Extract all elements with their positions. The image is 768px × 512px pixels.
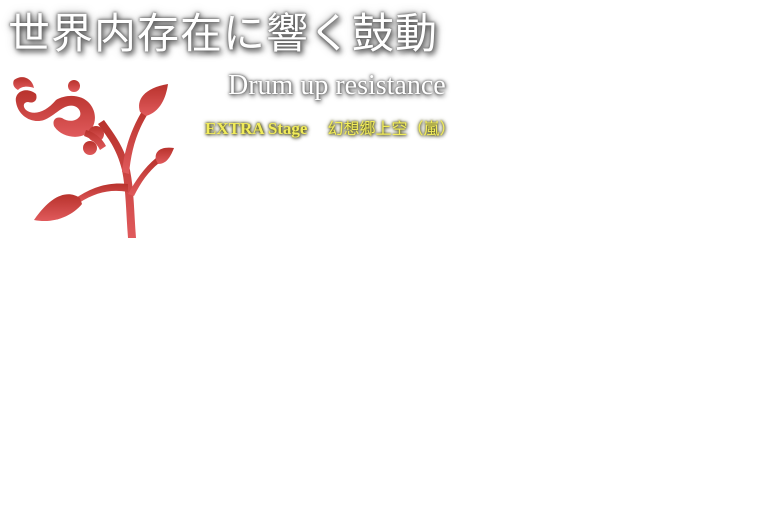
flower-emblem-icon bbox=[13, 77, 174, 238]
music-title-english: Drum up resistance bbox=[228, 70, 446, 101]
music-title-japanese: 世界内存在に響く鼓動 bbox=[8, 9, 439, 58]
stage-location-label: 幻想郷上空（嵐） bbox=[327, 119, 456, 138]
stage-level-label: EXTRA Stage bbox=[205, 119, 308, 138]
stage-info: EXTRA Stage 幻想郷上空（嵐） bbox=[205, 117, 456, 141]
